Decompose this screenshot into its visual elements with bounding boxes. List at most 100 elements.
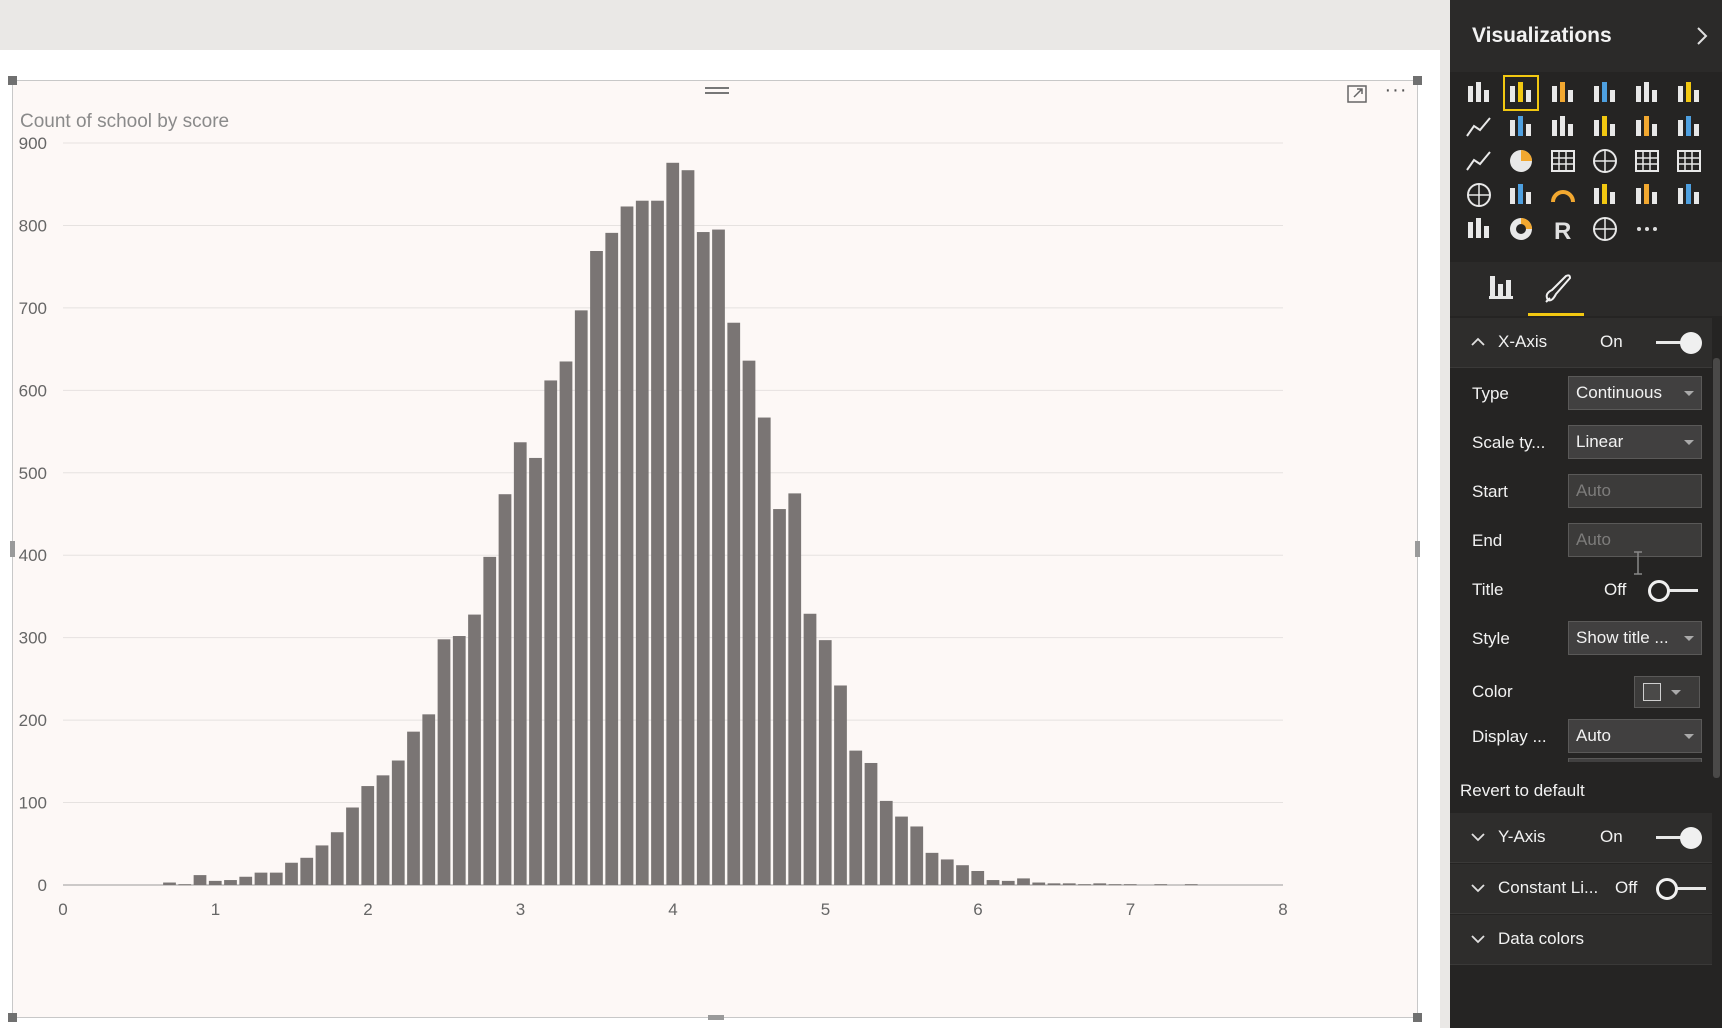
data-colors-section-header[interactable]: Data colors [1450, 915, 1712, 965]
histogram-bar [574, 310, 588, 885]
r-script-visual-icon[interactable]: R [1548, 214, 1578, 245]
resize-handle-left[interactable] [10, 541, 15, 557]
filled-map-icon[interactable] [1464, 180, 1494, 210]
more-visuals-icon[interactable] [1632, 214, 1662, 244]
histogram-bar [1093, 883, 1107, 885]
revert-to-default-link[interactable]: Revert to default [1460, 781, 1585, 800]
stacked-bar-icon[interactable] [1464, 78, 1494, 108]
treemap-icon[interactable] [1548, 146, 1578, 176]
collapse-pane-icon[interactable] [1692, 24, 1712, 48]
constant-line-toggle[interactable] [1656, 878, 1706, 900]
drag-grip-icon[interactable] [705, 87, 729, 101]
x-axis-section-header[interactable]: X-Axis On [1450, 318, 1712, 368]
funnel-icon[interactable] [1506, 180, 1536, 210]
gauge-icon[interactable] [1548, 180, 1578, 210]
clustered-bar-icon[interactable] [1548, 78, 1578, 108]
line-chart-icon[interactable] [1464, 112, 1494, 142]
histogram-bar [1184, 884, 1198, 886]
histogram-bar [483, 556, 497, 885]
card-icon[interactable] [1632, 180, 1662, 210]
histogram-bar [849, 750, 863, 885]
100-stacked-bar-icon[interactable] [1632, 78, 1662, 108]
histogram-bar [361, 786, 375, 885]
type-dropdown[interactable]: Continuous [1568, 376, 1702, 410]
matrix-icon[interactable] [1674, 146, 1704, 176]
histogram-bar [468, 614, 481, 885]
donut-chart-icon[interactable] [1506, 214, 1536, 244]
type-label: Type [1472, 384, 1509, 403]
stacked-column-icon[interactable] [1503, 75, 1539, 111]
style-value: Show title ... [1576, 628, 1669, 647]
y-axis-section-header[interactable]: Y-Axis On [1450, 813, 1712, 863]
visualizations-pane: Visualizations R X-Axis On Type Continuo… [1450, 0, 1722, 1028]
kpi-icon[interactable] [1674, 180, 1704, 210]
pane-scrollbar[interactable] [1712, 318, 1722, 1028]
histogram-bar [1154, 884, 1168, 886]
type-value: Continuous [1576, 383, 1663, 402]
histogram-bar [879, 800, 893, 885]
more-options-icon[interactable]: ··· [1384, 79, 1408, 101]
multi-row-card-icon[interactable] [1590, 180, 1620, 210]
100-stacked-column-icon[interactable] [1674, 78, 1704, 108]
focus-mode-icon[interactable] [1346, 83, 1368, 105]
shape-map-icon[interactable] [1590, 214, 1620, 244]
histogram-bar [956, 865, 969, 885]
x-tick-label: 3 [516, 900, 525, 919]
histogram-bar [1062, 883, 1076, 885]
histogram-bar [163, 882, 176, 885]
resize-handle-bottom-right[interactable] [1413, 1013, 1422, 1022]
title-toggle[interactable] [1648, 580, 1698, 602]
area-chart-icon[interactable] [1506, 112, 1536, 142]
x-tick-label: 7 [1126, 900, 1135, 919]
start-input[interactable]: Auto [1568, 474, 1702, 508]
style-dropdown[interactable]: Show title ... [1568, 621, 1702, 655]
histogram-bar [925, 852, 939, 885]
table-icon[interactable] [1632, 146, 1662, 176]
scroll-thumb[interactable] [1713, 358, 1720, 778]
scale-type-dropdown[interactable]: Linear [1568, 425, 1702, 459]
resize-handle-right[interactable] [1415, 541, 1420, 557]
y-tick-label: 700 [19, 299, 47, 318]
y-tick-label: 300 [19, 629, 47, 648]
clustered-column-icon[interactable] [1590, 78, 1620, 108]
title-state: Off [1604, 580, 1627, 599]
y-tick-label: 600 [19, 381, 47, 400]
ribbon-chart-icon[interactable] [1674, 112, 1704, 142]
pie-chart-icon[interactable] [1506, 146, 1536, 176]
stacked-area-icon[interactable] [1548, 112, 1578, 142]
format-tab-icon[interactable] [1528, 262, 1584, 316]
histogram-bar [269, 872, 283, 885]
x-tick-label: 1 [211, 900, 220, 919]
slicer-icon[interactable] [1464, 214, 1494, 244]
histogram-bar [254, 872, 268, 885]
resize-handle-top-left[interactable] [8, 76, 17, 85]
fields-tab-icon[interactable] [1488, 272, 1514, 302]
svg-text:R: R [1554, 218, 1571, 244]
color-label: Color [1472, 682, 1513, 701]
histogram-bar [712, 229, 725, 886]
histogram-bar [208, 880, 222, 885]
resize-handle-bottom-left[interactable] [8, 1013, 17, 1022]
histogram-bar [1123, 884, 1137, 886]
resize-handle-bottom[interactable] [708, 1015, 724, 1020]
histogram-bar [346, 807, 359, 885]
end-row: End Auto [1450, 517, 1712, 566]
map-icon[interactable] [1590, 146, 1620, 176]
x-tick-label: 8 [1278, 900, 1287, 919]
x-axis-toggle[interactable] [1656, 332, 1702, 354]
color-picker[interactable] [1634, 676, 1700, 708]
section-label: X-Axis [1498, 332, 1548, 351]
color-row: Color [1450, 668, 1712, 717]
constant-line-section-header[interactable]: Constant Li... Off [1450, 864, 1712, 914]
histogram-visual[interactable]: ··· Count of school by score 0 100 200 300 4… [8, 76, 1422, 1022]
y-axis-toggle[interactable] [1656, 827, 1702, 849]
scale-type-row: Scale ty... Linear [1450, 419, 1712, 468]
histogram-bar [513, 442, 527, 885]
scatter-chart-icon[interactable] [1464, 146, 1494, 176]
histogram-bar [681, 170, 695, 885]
resize-handle-top-right[interactable] [1413, 76, 1422, 85]
histogram-bar [620, 206, 634, 885]
line-clustered-column-icon[interactable] [1632, 112, 1662, 142]
line-stacked-column-icon[interactable] [1590, 112, 1620, 142]
display-units-dropdown[interactable]: Auto [1568, 719, 1702, 753]
